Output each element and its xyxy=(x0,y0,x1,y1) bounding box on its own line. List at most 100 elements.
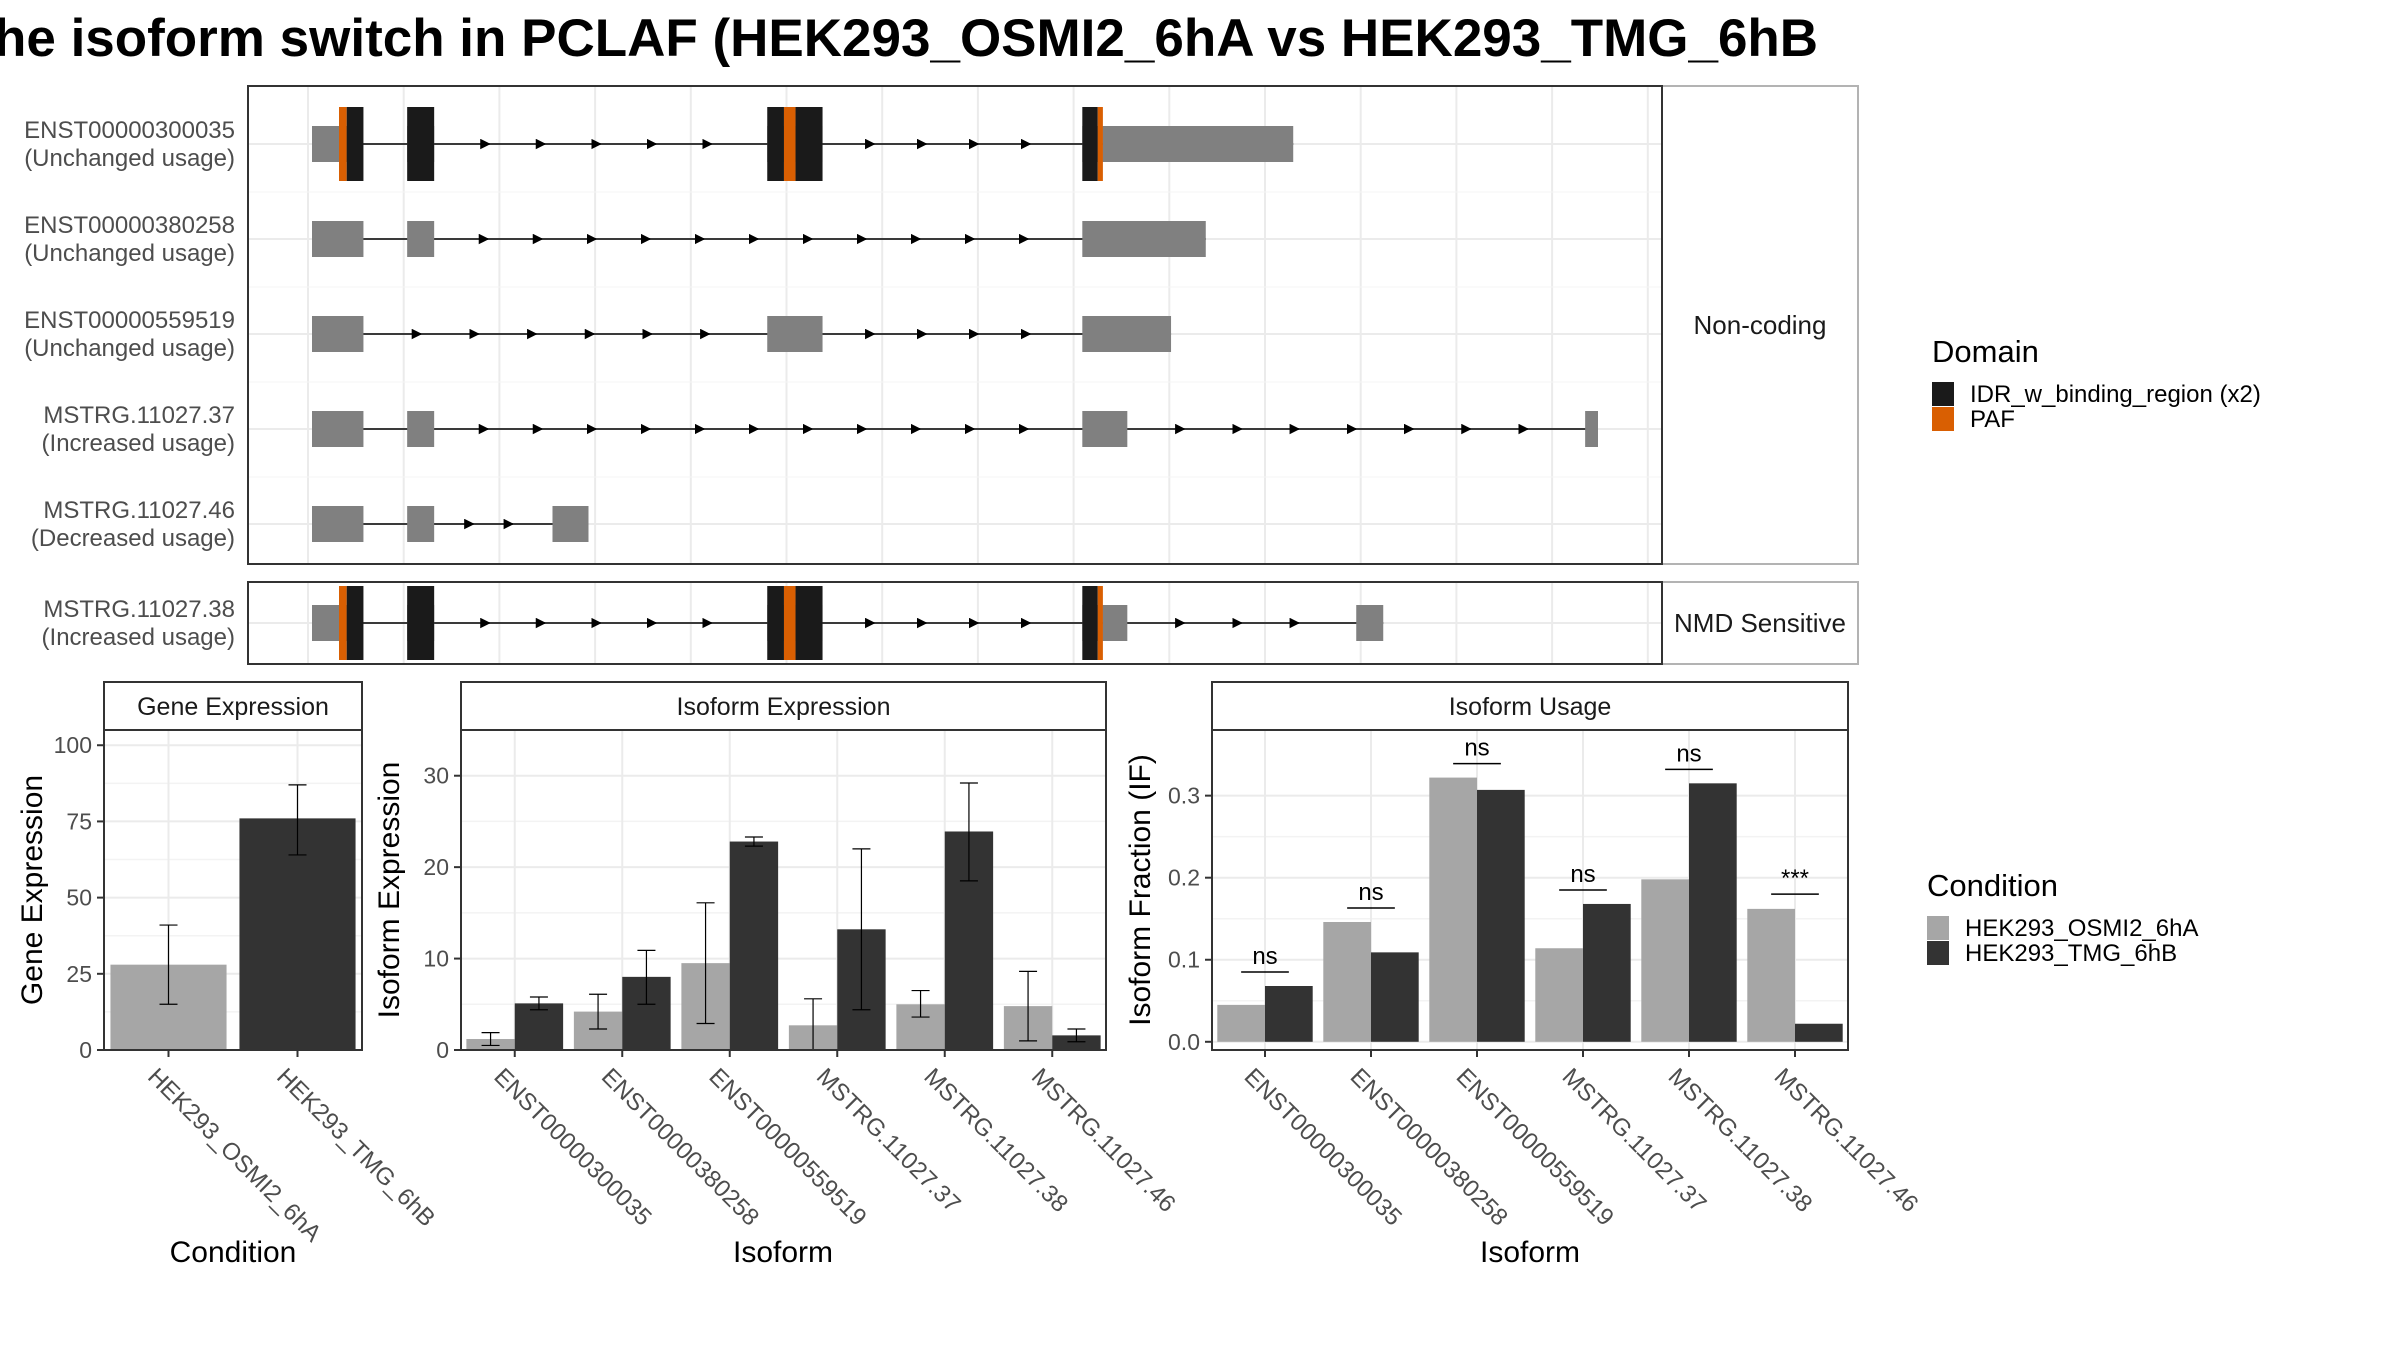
bar-series-0-1 xyxy=(1323,922,1371,1042)
panel-frame xyxy=(460,729,1107,1051)
transcript-id-label: MSTRG.11027.37 xyxy=(43,402,235,429)
structure-plot-area xyxy=(248,86,1662,564)
exon-block xyxy=(1102,605,1128,641)
domain-legend-key xyxy=(1932,407,1954,431)
panel-title: Isoform Usage xyxy=(1449,693,1612,721)
condition-legend-title: Condition xyxy=(1927,868,2058,903)
transcript-id-label: ENST00000380258 xyxy=(24,212,235,239)
bar-panels: Gene Expression0255075100HEK293_OSMI2_6h… xyxy=(16,681,1923,1269)
y-tick-label: 0.2 xyxy=(1168,865,1200,891)
bar-series-0-5 xyxy=(1747,908,1795,1042)
bar-series-1-5 xyxy=(1052,1035,1101,1050)
bar-series-0-2 xyxy=(1429,777,1477,1042)
y-axis-title: Gene Expression xyxy=(16,775,49,1005)
exon-block xyxy=(1082,221,1206,257)
transcript-usage-label: (Increased usage) xyxy=(42,430,235,457)
domain-block-idr xyxy=(407,107,435,181)
domain-block-idr xyxy=(795,107,823,181)
transcript-id-label: ENST00000559519 xyxy=(24,307,235,334)
domain-block-paf xyxy=(783,107,796,181)
panel-title: Gene Expression xyxy=(137,693,329,721)
condition-legend-key xyxy=(1927,916,1949,940)
y-tick-label: 50 xyxy=(66,885,92,911)
x-axis-title: Isoform xyxy=(1480,1236,1580,1269)
panel-strip xyxy=(460,681,1107,731)
transcript-usage-label: (Unchanged usage) xyxy=(24,240,235,267)
domain-block-idr xyxy=(1082,107,1098,181)
domain-legend-key xyxy=(1932,382,1954,406)
condition-legend-key xyxy=(1927,941,1949,965)
significance-label: ns xyxy=(1464,735,1489,762)
domain-block-idr xyxy=(346,107,364,181)
y-axis-title: Isoform Fraction (IF) xyxy=(1124,754,1157,1026)
exon-block xyxy=(312,506,364,542)
y-tick-label: 0 xyxy=(436,1037,449,1063)
domain-block-idr xyxy=(795,586,823,660)
facet-strip-label: Non-coding xyxy=(1694,310,1827,340)
figure-title: he isoform switch in PCLAF (HEK293_OSMI2… xyxy=(0,9,1818,68)
bar-series-1-2 xyxy=(1477,789,1525,1042)
panel-title: Isoform Expression xyxy=(677,693,891,721)
exon-block xyxy=(312,411,364,447)
y-tick-label: 0.1 xyxy=(1168,947,1200,973)
bar-series-1-2 xyxy=(729,841,779,1050)
bar-series-1-5 xyxy=(1795,1023,1843,1042)
y-tick-label: 25 xyxy=(66,961,92,987)
y-tick-label: 30 xyxy=(423,763,449,789)
legends: Domain IDR_w_binding_region (x2)PAF Condit… xyxy=(1927,334,2261,967)
panel-frame xyxy=(103,729,363,1051)
exon-block xyxy=(312,316,364,352)
panel-plot-area xyxy=(1212,730,1848,1050)
domain-block-idr xyxy=(346,586,364,660)
y-tick-label: 0.0 xyxy=(1168,1029,1200,1055)
domain-legend-label: IDR_w_binding_region (x2) xyxy=(1970,381,2261,408)
exon-block xyxy=(1356,605,1384,641)
significance-label: ns xyxy=(1252,943,1277,970)
significance-label: ns xyxy=(1676,740,1701,767)
domain-block-idr xyxy=(407,586,435,660)
x-axis-title: Condition xyxy=(170,1236,297,1269)
domain-legend-title: Domain xyxy=(1932,334,2039,369)
exon-block xyxy=(1585,411,1598,447)
exon-block xyxy=(1082,316,1172,352)
facet-strip xyxy=(1661,85,1859,565)
condition-legend-label: HEK293_OSMI2_6hA xyxy=(1965,915,2198,942)
bar-series-1-0 xyxy=(514,1003,564,1050)
facet-strip-label: NMD Sensitive xyxy=(1674,608,1846,638)
bar-series-0-0 xyxy=(1217,1004,1265,1042)
transcript-usage-label: (Unchanged usage) xyxy=(24,145,235,172)
domain-block-idr xyxy=(1082,586,1098,660)
bar-series-1-3 xyxy=(1583,903,1631,1042)
structure-frame xyxy=(247,85,1663,565)
bar-series-0-4 xyxy=(1641,879,1689,1042)
y-tick-label: 20 xyxy=(423,854,449,880)
transcript-id-label: ENST00000300035 xyxy=(24,117,235,144)
bar-series-1-1 xyxy=(1371,952,1419,1042)
bar-series-1-0 xyxy=(1265,986,1313,1042)
condition-legend-label: HEK293_TMG_6hB xyxy=(1965,940,2177,967)
structure-frame xyxy=(247,581,1663,665)
exon-block xyxy=(552,506,589,542)
domain-block-paf xyxy=(339,586,347,660)
y-tick-label: 75 xyxy=(66,808,92,834)
bar-series-1-4 xyxy=(1689,783,1737,1042)
x-axis-title: Isoform xyxy=(733,1236,833,1269)
exon-block xyxy=(1082,411,1128,447)
bar-1 xyxy=(239,818,356,1050)
transcript-id-label: MSTRG.11027.46 xyxy=(43,497,235,524)
significance-label: *** xyxy=(1781,865,1809,892)
transcript-usage-label: (Decreased usage) xyxy=(31,525,235,552)
domain-block-idr xyxy=(767,586,784,660)
panel-plot-area xyxy=(461,730,1106,1050)
domain-block-idr xyxy=(767,107,784,181)
significance-label: ns xyxy=(1358,879,1383,906)
y-axis-title: Isoform Expression xyxy=(373,762,406,1019)
domain-block-paf xyxy=(339,107,347,181)
exon-block xyxy=(407,221,435,257)
domain-block-paf xyxy=(783,586,796,660)
exon-block xyxy=(312,221,364,257)
exon-block xyxy=(407,411,435,447)
exon-block xyxy=(1102,126,1294,162)
